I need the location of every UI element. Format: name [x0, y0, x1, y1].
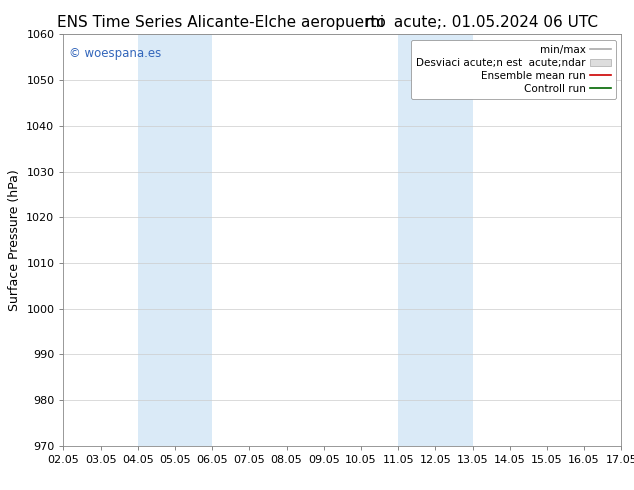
Bar — [138, 34, 212, 446]
Legend: min/max, Desviaci acute;n est  acute;ndar, Ensemble mean run, Controll run: min/max, Desviaci acute;n est acute;ndar… — [411, 40, 616, 99]
Text: mi  acute;. 01.05.2024 06 UTC: mi acute;. 01.05.2024 06 UTC — [365, 15, 598, 30]
Bar — [398, 34, 472, 446]
Y-axis label: Surface Pressure (hPa): Surface Pressure (hPa) — [8, 169, 21, 311]
Text: © woespana.es: © woespana.es — [69, 47, 161, 60]
Text: ENS Time Series Alicante-Elche aeropuerto: ENS Time Series Alicante-Elche aeropuert… — [58, 15, 386, 30]
